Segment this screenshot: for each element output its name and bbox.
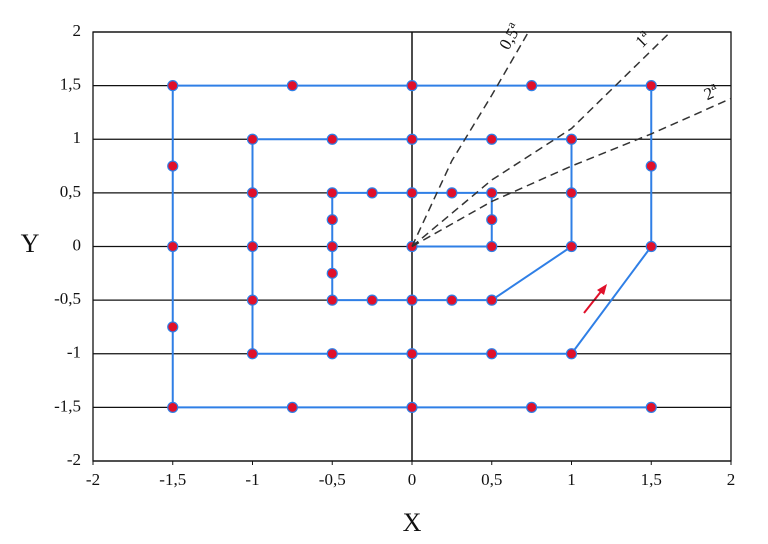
x-tick-label: -1: [245, 470, 259, 489]
point: [326, 133, 338, 145]
curve-label: 1a: [629, 25, 655, 51]
point: [246, 187, 259, 199]
point: [486, 348, 498, 360]
point: [167, 401, 179, 413]
x-tick-label: 1: [567, 470, 576, 489]
point: [246, 240, 259, 253]
x-axis-label: X: [403, 508, 422, 537]
y-tick-label: 2: [73, 21, 82, 40]
point: [167, 240, 179, 253]
point: [526, 401, 538, 413]
y-tick-label: -0,5: [54, 289, 81, 308]
point: [486, 214, 498, 226]
curve-label-text: 0,5a: [492, 18, 525, 53]
point: [326, 214, 338, 226]
point: [486, 294, 498, 306]
point: [406, 401, 418, 413]
point: [326, 187, 338, 199]
point: [366, 294, 378, 306]
point: [446, 294, 458, 306]
point: [326, 294, 338, 306]
point: [286, 80, 298, 92]
x-tick-label: -2: [86, 470, 100, 489]
point: [366, 187, 378, 199]
point: [565, 133, 578, 145]
curve: [411, 97, 732, 248]
point: [326, 267, 338, 279]
point: [486, 187, 498, 199]
point: [406, 80, 418, 92]
point: [406, 187, 418, 199]
point: [486, 133, 498, 145]
point: [645, 401, 657, 413]
x-tick-label: 2: [727, 470, 736, 489]
x-tick-label: 0: [408, 470, 417, 489]
point: [167, 321, 179, 333]
point: [645, 80, 657, 92]
x-tick-label: 0,5: [481, 470, 502, 489]
path-line: [171, 84, 653, 409]
point: [406, 348, 418, 360]
point: [565, 187, 578, 199]
point: [565, 240, 578, 253]
y-tick-label: -2: [67, 450, 81, 469]
direction-arrow: [583, 284, 607, 314]
point: [246, 294, 259, 306]
curve-label-text: 1a: [629, 25, 655, 51]
point: [326, 348, 338, 360]
point: [167, 160, 179, 172]
point: [286, 401, 298, 413]
x-tick-label: -1,5: [159, 470, 186, 489]
curve-label-text: 2a: [700, 78, 722, 104]
point: [246, 348, 259, 360]
curve: [411, 31, 530, 247]
point: [526, 80, 538, 92]
point: [565, 348, 578, 360]
curve-label: 2a: [700, 78, 722, 104]
point: [446, 187, 458, 199]
x-tick-label: -0,5: [319, 470, 346, 489]
y-tick-label: 0: [73, 235, 82, 254]
x-tick-label: 1,5: [641, 470, 662, 489]
point: [645, 160, 657, 172]
plot-frame: [92, 31, 732, 462]
y-tick-label: -1: [67, 343, 81, 362]
point: [406, 133, 418, 145]
point: [645, 240, 657, 253]
curve: [411, 31, 671, 248]
point: [486, 240, 498, 253]
point: [406, 294, 418, 306]
y-tick-label: 1: [73, 128, 82, 147]
y-axis-label: Y: [21, 229, 40, 258]
curve-label: 0,5a: [492, 18, 525, 53]
point: [246, 133, 259, 145]
point: [167, 80, 179, 92]
y-tick-label: 1,5: [60, 75, 81, 94]
y-tick-label: 0,5: [60, 182, 81, 201]
point: [326, 240, 338, 253]
curve-superscript: a: [707, 78, 718, 93]
y-tick-label: -1,5: [54, 396, 81, 415]
